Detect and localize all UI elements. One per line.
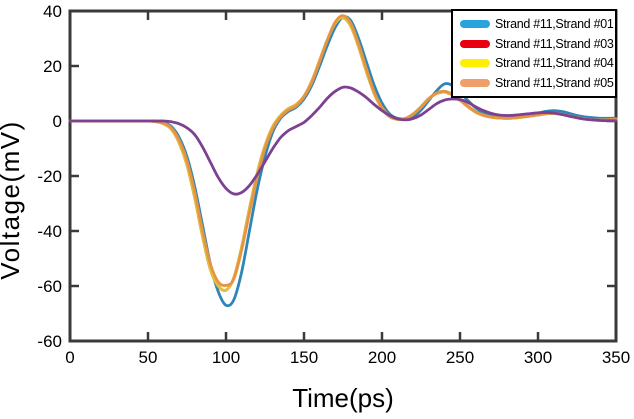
legend-label: Strand #11,Strand #03 <box>495 36 614 51</box>
legend-label: Strand #11,Strand #04 <box>495 56 614 71</box>
legend-item: Strand #11,Strand #03 <box>460 34 615 53</box>
legend-swatch-icon <box>460 19 490 28</box>
legend-label: Strand #11,Strand #01 <box>495 16 614 31</box>
series-line-unlabeled-purple <box>68 85 618 196</box>
y-axis-title: Voltage(mV) <box>0 120 25 280</box>
legend-swatch-icon <box>460 59 490 68</box>
legend-item: Strand #11,Strand #05 <box>460 74 615 93</box>
x-tick-label: 200 <box>368 348 396 367</box>
legend-swatch-icon <box>460 39 490 48</box>
legend: Strand #11,Strand #01 Strand #11,Strand #… <box>451 9 617 98</box>
x-axis-title: Time(ps) <box>292 383 394 413</box>
x-tick-label: 350 <box>602 348 630 367</box>
y-tick-label: -20 <box>37 167 62 186</box>
legend-item: Strand #11,Strand #04 <box>460 54 615 73</box>
y-tick-label: 20 <box>43 57 62 76</box>
y-tick-label: -40 <box>37 222 62 241</box>
x-tick-label: 0 <box>65 348 74 367</box>
y-tick-label: 0 <box>53 112 62 131</box>
legend-label: Strand #11,Strand #05 <box>495 76 614 91</box>
y-tick-label: -60 <box>37 277 62 296</box>
series-group <box>68 14 618 308</box>
x-tick-label: 100 <box>212 348 240 367</box>
y-tick-label: 40 <box>43 2 62 21</box>
y-tick-label: -60 <box>37 332 62 351</box>
legend-swatch-icon <box>460 79 490 88</box>
x-tick-label: 50 <box>139 348 158 367</box>
x-tick-label: 150 <box>290 348 318 367</box>
legend-item: Strand #11,Strand #01 <box>460 14 615 33</box>
series-line-strand-11-strand-05 <box>68 14 618 287</box>
x-tick-label: 300 <box>524 348 552 367</box>
x-tick-label: 250 <box>446 348 474 367</box>
